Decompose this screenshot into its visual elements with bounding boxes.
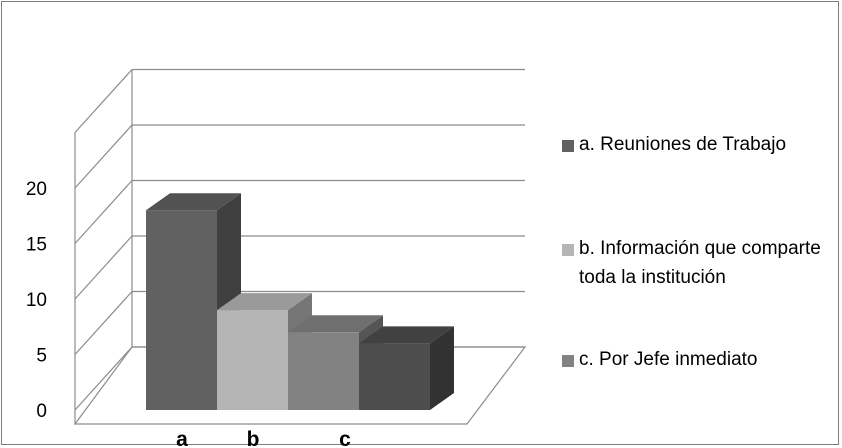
gridline-left-2 <box>74 235 133 300</box>
category-label-b: b <box>247 428 260 448</box>
gridline-left-1 <box>74 291 133 355</box>
legend-swatch-b <box>562 244 574 256</box>
ytick-label-1: 5 <box>36 346 47 367</box>
bar-top-2 <box>288 315 383 333</box>
legend-swatch-c <box>562 355 574 367</box>
bar-top-3 <box>359 326 454 344</box>
ytick-label-3: 15 <box>26 235 47 256</box>
gridline-left-4 <box>74 124 133 189</box>
category-label-c: c <box>339 428 351 448</box>
floor <box>73 346 527 425</box>
bar-front-3 <box>359 343 430 410</box>
bar-front-0 <box>146 210 217 410</box>
bar-front-2 <box>288 332 359 410</box>
bar-front-1 <box>217 310 288 410</box>
x-axis-categories: a b c <box>176 428 351 448</box>
gridline-left-3 <box>74 180 133 244</box>
ytick-label-4: 20 <box>26 179 47 200</box>
gridline-left-top <box>74 69 133 133</box>
y-axis-ticks: 0 5 10 15 20 <box>26 179 47 422</box>
bar-top-1 <box>217 293 312 311</box>
bar-top-0 <box>146 193 241 211</box>
ytick-label-0: 0 <box>36 401 47 422</box>
legend-swatch-a <box>562 140 574 152</box>
legend-label-b: b. Información que comparte toda la inst… <box>579 238 821 288</box>
bar-side-3 <box>430 326 454 410</box>
gridline-left-0 <box>74 346 133 411</box>
legend-label-a: a. Reuniones de Trabajo <box>579 134 787 155</box>
bars-layer <box>146 193 454 410</box>
category-label-a: a <box>176 428 188 448</box>
legend-label-c: c. Por Jefe inmediato <box>579 349 758 370</box>
ytick-label-2: 10 <box>26 290 47 311</box>
